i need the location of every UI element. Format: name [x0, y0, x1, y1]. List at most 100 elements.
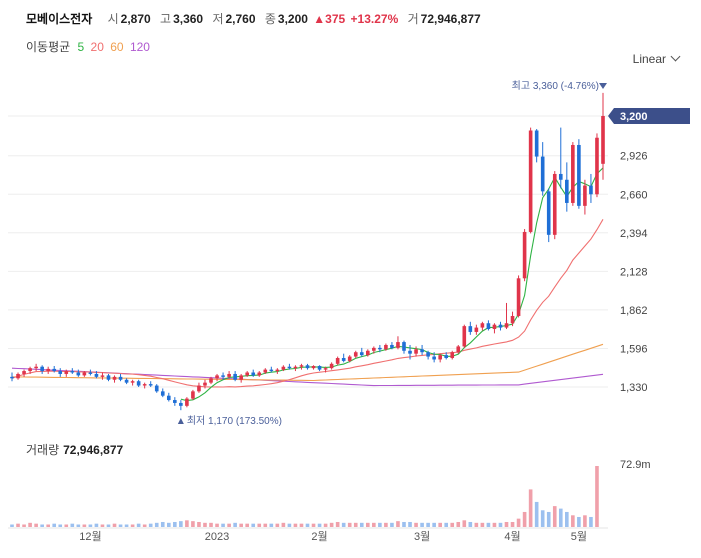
volume-bar [64, 524, 69, 527]
candle-body [486, 323, 491, 330]
volume-bar [546, 511, 551, 527]
volume-value: 72,946,877 [420, 12, 481, 26]
volume-bar [10, 524, 14, 527]
open-value: 2,870 [120, 12, 151, 26]
ma-20-label[interactable]: 20 [90, 40, 104, 54]
y-tick-label: 2,660 [620, 189, 648, 201]
candle-body [154, 385, 159, 392]
volume-bar [583, 515, 587, 527]
volume-panel-title: 거래량 [26, 443, 60, 457]
volume-bar [426, 522, 430, 527]
volume-bar [209, 522, 213, 527]
candle-body [88, 372, 93, 374]
volume-bar [221, 523, 225, 527]
volume-bar [166, 522, 171, 527]
ma-60-label[interactable]: 60 [110, 40, 124, 54]
volume-bar [589, 516, 593, 527]
candle-body [468, 326, 473, 332]
current-price-label: 3,200 [620, 111, 648, 123]
candle-body [565, 179, 569, 203]
y-tick-label: 1,330 [620, 382, 648, 394]
candle-body [251, 372, 256, 376]
ma-60-line [12, 343, 604, 382]
low-marker-icon [177, 418, 184, 424]
volume-bar [293, 523, 298, 527]
volume-bar [94, 523, 99, 527]
candle-body [329, 363, 334, 369]
candle-body [601, 116, 605, 164]
candle-body [112, 376, 117, 380]
volume-bar [372, 522, 376, 527]
volume-bar [16, 523, 20, 527]
candle-body [118, 376, 123, 380]
volume-bar [118, 524, 123, 527]
candle-body [16, 373, 20, 379]
candle-body [245, 372, 250, 376]
volume-bar [28, 522, 32, 527]
candle-body [311, 365, 316, 369]
candle-body [227, 373, 231, 377]
candle-body [474, 327, 479, 332]
x-tick-label: 2023 [205, 531, 229, 543]
candle-body [540, 156, 545, 192]
volume-bar [160, 521, 165, 527]
candle-body [197, 385, 201, 392]
volume-panel-label: 거래량 72,946,877 [26, 441, 123, 458]
volume-bar [22, 524, 26, 527]
volume-bar [450, 522, 455, 527]
candle-body [299, 365, 304, 367]
x-tick-label: 5월 [571, 530, 587, 543]
candle-body [546, 191, 551, 235]
volume-bar [402, 521, 406, 527]
volume-bar [492, 522, 497, 527]
volume-panel-bg [8, 435, 608, 528]
candle-body [287, 366, 292, 369]
volume-axis-label: 72.9m [620, 459, 651, 471]
high-annotation: 최고 3,360 (-4.76%) [512, 80, 599, 92]
candle-body [365, 350, 370, 356]
y-tick-label: 2,128 [620, 266, 648, 278]
volume-bar [480, 522, 485, 527]
volume-bar [522, 511, 527, 527]
high-value: 3,360 [173, 12, 204, 26]
volume-bar [420, 522, 424, 527]
volume-bar [197, 521, 201, 527]
candle-body [305, 365, 310, 369]
volume-bar [384, 522, 388, 527]
ma-20-line [11, 219, 604, 388]
candle-body [432, 356, 436, 360]
candle-body [221, 375, 225, 377]
volume-label: 거 [407, 12, 419, 26]
candle-body [510, 315, 515, 324]
candle-body [341, 358, 346, 361]
scale-dropdown[interactable]: Linear [633, 51, 681, 66]
candle-body [281, 366, 286, 370]
volume-bar [516, 518, 521, 527]
change-value: ▲375 [313, 12, 346, 26]
volume-bar [474, 522, 479, 527]
candle-body [100, 375, 105, 377]
x-tick-label: 2월 [311, 530, 327, 543]
volume-bar [185, 520, 189, 527]
volume-bar [311, 523, 316, 527]
candle-body [269, 369, 274, 372]
volume-bar [329, 522, 334, 527]
current-price-tag [608, 108, 690, 124]
volume-bar [124, 524, 129, 527]
candle-body [209, 378, 213, 383]
volume-bar [438, 522, 442, 527]
candle-body [323, 368, 328, 370]
candle-body [444, 355, 449, 359]
candle-body [402, 342, 406, 351]
volume-bar [173, 521, 177, 527]
candle-body [456, 346, 461, 353]
ma-5-label[interactable]: 5 [77, 40, 85, 54]
volume-bar [179, 521, 183, 527]
volume-bar [281, 522, 286, 527]
volume-bar [100, 524, 105, 527]
volume-bar [468, 521, 473, 527]
ma-120-label[interactable]: 120 [129, 40, 150, 54]
candle-body [34, 366, 38, 369]
volume-bar [136, 523, 141, 527]
